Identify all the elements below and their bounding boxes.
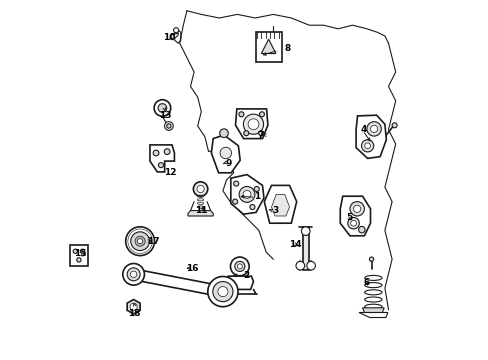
Circle shape (239, 112, 244, 117)
Polygon shape (264, 185, 296, 223)
Text: 4: 4 (359, 125, 366, 134)
Circle shape (164, 149, 170, 154)
Circle shape (237, 264, 242, 269)
Polygon shape (235, 109, 267, 139)
Circle shape (361, 140, 373, 152)
Circle shape (347, 217, 359, 229)
Circle shape (295, 261, 304, 270)
Circle shape (247, 119, 258, 130)
Polygon shape (187, 211, 213, 216)
Circle shape (197, 185, 204, 193)
Circle shape (122, 264, 144, 285)
Circle shape (158, 104, 166, 112)
Circle shape (366, 122, 381, 136)
Text: 5: 5 (345, 213, 351, 222)
Circle shape (234, 261, 244, 271)
Circle shape (173, 28, 178, 33)
Text: 18: 18 (128, 309, 141, 318)
Text: 3: 3 (271, 206, 278, 215)
Circle shape (130, 303, 137, 310)
Polygon shape (225, 276, 253, 289)
Circle shape (73, 249, 77, 253)
Circle shape (249, 204, 254, 210)
Circle shape (166, 124, 171, 128)
Text: 9: 9 (224, 159, 231, 168)
Circle shape (243, 114, 263, 134)
Polygon shape (355, 115, 386, 158)
Circle shape (218, 287, 227, 297)
Text: 6: 6 (363, 278, 369, 287)
Text: 11: 11 (195, 206, 207, 215)
Text: 12: 12 (164, 168, 177, 177)
Polygon shape (358, 312, 387, 318)
Circle shape (353, 205, 360, 212)
Circle shape (207, 276, 238, 307)
Text: 7: 7 (257, 130, 264, 139)
Circle shape (230, 257, 249, 276)
Circle shape (125, 227, 154, 256)
Text: 14: 14 (288, 240, 301, 249)
Circle shape (164, 122, 173, 130)
Text: 16: 16 (185, 264, 198, 273)
Circle shape (364, 143, 370, 149)
Bar (302, 227, 308, 270)
Circle shape (80, 249, 84, 253)
Circle shape (220, 147, 231, 159)
Text: 10: 10 (163, 33, 175, 42)
Polygon shape (127, 300, 140, 314)
Polygon shape (340, 196, 370, 236)
Polygon shape (271, 194, 289, 216)
Circle shape (254, 186, 259, 192)
Circle shape (130, 232, 149, 251)
Text: 2: 2 (243, 271, 249, 280)
Text: 17: 17 (147, 237, 160, 246)
Circle shape (243, 190, 250, 198)
Circle shape (349, 202, 364, 216)
Circle shape (244, 131, 248, 136)
Polygon shape (211, 135, 240, 173)
Text: 15: 15 (74, 249, 86, 258)
Polygon shape (230, 175, 264, 214)
Bar (255, 32, 281, 62)
Circle shape (158, 163, 163, 168)
Circle shape (306, 261, 315, 270)
Circle shape (135, 236, 145, 246)
Polygon shape (261, 39, 275, 54)
Circle shape (259, 112, 264, 117)
Circle shape (239, 186, 254, 202)
Polygon shape (150, 145, 174, 172)
Circle shape (232, 199, 237, 204)
Circle shape (391, 123, 396, 128)
Text: 13: 13 (159, 111, 171, 120)
Text: 1: 1 (253, 192, 260, 201)
Polygon shape (132, 269, 224, 297)
Circle shape (193, 182, 207, 196)
Circle shape (130, 271, 137, 278)
Bar (70, 245, 88, 266)
Circle shape (153, 150, 159, 156)
Circle shape (77, 258, 81, 262)
Circle shape (358, 226, 365, 233)
Circle shape (127, 268, 140, 281)
Circle shape (219, 129, 228, 138)
Circle shape (368, 257, 373, 261)
Circle shape (154, 100, 170, 116)
Text: 8: 8 (284, 44, 290, 53)
Circle shape (350, 220, 356, 226)
Circle shape (212, 282, 232, 302)
Circle shape (258, 131, 263, 136)
Circle shape (370, 125, 377, 132)
Circle shape (233, 181, 238, 186)
Circle shape (301, 227, 309, 235)
Polygon shape (362, 308, 384, 312)
Circle shape (137, 239, 142, 244)
